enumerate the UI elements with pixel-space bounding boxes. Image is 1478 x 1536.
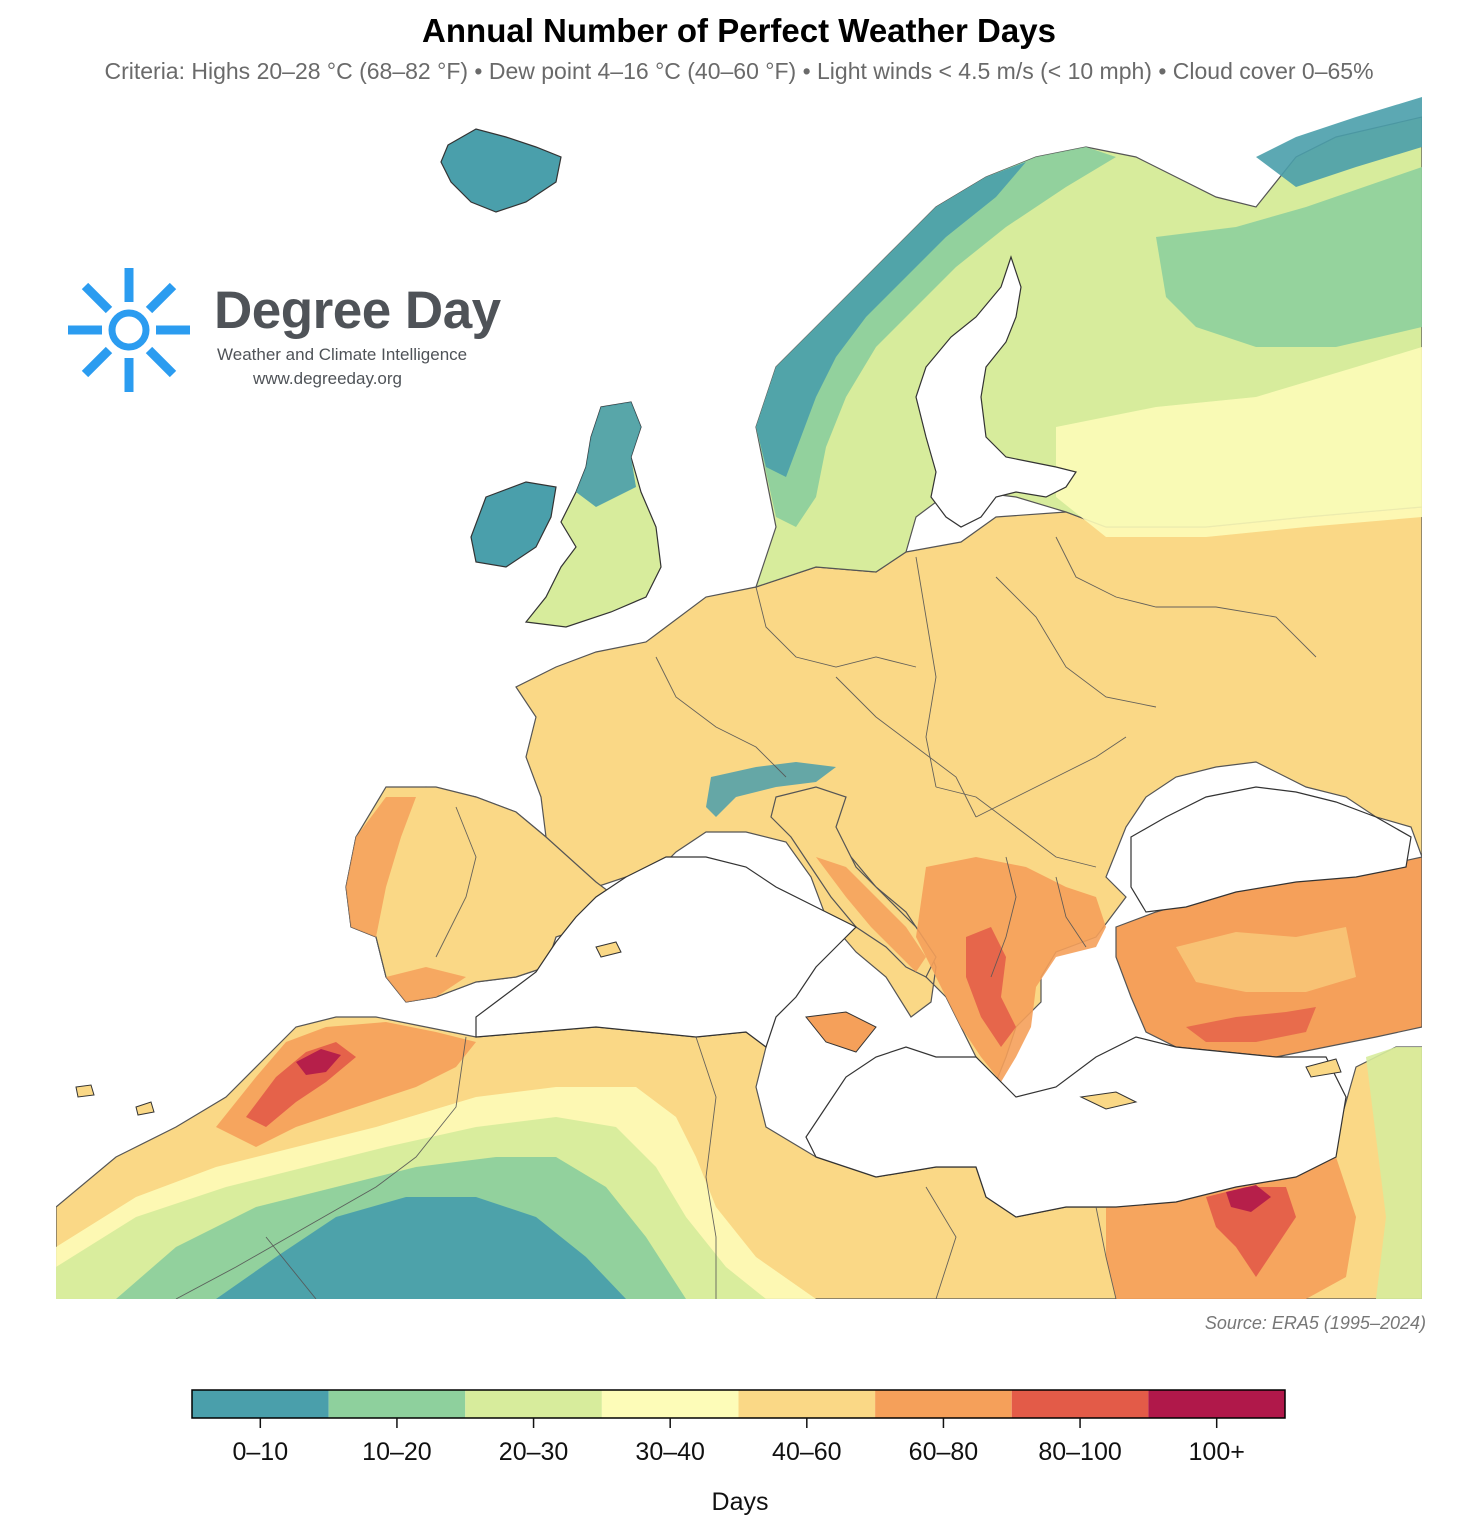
region-iceland bbox=[440, 128, 562, 213]
region-morocco-darkred bbox=[296, 1049, 341, 1075]
region-ireland bbox=[470, 481, 557, 568]
legend-label: 40–60 bbox=[772, 1438, 842, 1466]
legend-swatch bbox=[1011, 1390, 1149, 1418]
legend-label: 100+ bbox=[1189, 1438, 1245, 1466]
region-levant-green bbox=[1366, 1047, 1422, 1299]
map-subtitle: Criteria: Highs 20–28 °C (68–82 °F) • De… bbox=[104, 58, 1374, 84]
logo-url[interactable]: www.degreeday.org bbox=[253, 369, 402, 388]
legend-label: 60–80 bbox=[909, 1438, 979, 1466]
logo-mark bbox=[68, 268, 190, 392]
choropleth-map bbox=[56, 97, 1422, 1299]
sea-baltic bbox=[915, 255, 1077, 528]
region-north-ru-green bbox=[1156, 167, 1422, 347]
region-alps bbox=[706, 762, 836, 817]
legend-label: 30–40 bbox=[635, 1438, 705, 1466]
region-sicily bbox=[805, 1011, 877, 1053]
sun-icon bbox=[68, 268, 190, 392]
region-nile-delta-red bbox=[1206, 1187, 1296, 1277]
legend-frame bbox=[191, 1389, 1286, 1419]
color-legend: 0–10 10–20 20–30 30–40 40–60 60–80 80–100 100+ … bbox=[191, 1389, 1286, 1516]
region-norway-mountains bbox=[756, 162, 1026, 477]
legend-swatch bbox=[328, 1390, 466, 1418]
legend-title: Days bbox=[712, 1488, 769, 1516]
legend-label: 80–100 bbox=[1038, 1438, 1121, 1466]
region-scotland bbox=[576, 402, 641, 507]
map-title: Annual Number of Perfect Weather Days bbox=[422, 12, 1056, 49]
region-north-ru-teal bbox=[1256, 97, 1422, 187]
source-note: Source: ERA5 (1995–2024) bbox=[1204, 1313, 1426, 1333]
region-morocco-orange bbox=[216, 1022, 476, 1147]
legend-swatch bbox=[875, 1390, 1012, 1418]
country-borders bbox=[175, 536, 1317, 1299]
region-iberia bbox=[345, 786, 617, 1003]
region-iberia-orange bbox=[346, 797, 466, 1002]
region-ru-yellow bbox=[1056, 347, 1422, 537]
logo-name: Degree Day bbox=[214, 281, 501, 340]
legend-swatch bbox=[192, 1390, 329, 1418]
legend-swatch bbox=[1148, 1390, 1285, 1418]
region-sahara-teal bbox=[216, 1197, 626, 1299]
region-balkans-red bbox=[966, 927, 1016, 1047]
legend-label: 0–10 bbox=[233, 1438, 289, 1466]
region-turkey-light bbox=[1176, 927, 1356, 992]
legend-swatch bbox=[601, 1390, 739, 1418]
sea-black-sea bbox=[1130, 786, 1412, 913]
legend-label: 20–30 bbox=[499, 1438, 569, 1466]
region-nile-delta-darkred bbox=[1226, 1185, 1271, 1212]
legend-label: 10–20 bbox=[362, 1438, 432, 1466]
islands bbox=[75, 941, 1342, 1116]
legend-swatch bbox=[465, 1390, 602, 1418]
region-italy-orange bbox=[816, 857, 926, 972]
logo-tagline: Weather and Climate Intelligence bbox=[217, 345, 468, 364]
legend-swatch bbox=[738, 1390, 876, 1418]
region-turkey-red bbox=[1186, 1007, 1316, 1042]
sea-mediterranean bbox=[475, 856, 1347, 1218]
region-balkans-orange bbox=[916, 857, 1106, 1082]
